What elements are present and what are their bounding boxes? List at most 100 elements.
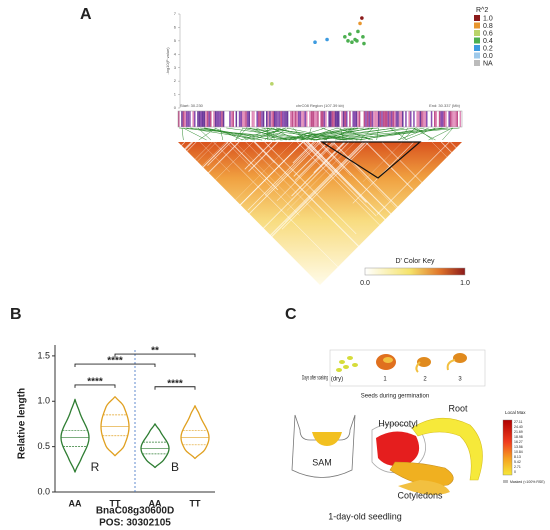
ld-stripe <box>276 141 336 202</box>
track-stripe <box>278 111 281 127</box>
y-tick-label: 0.0 <box>37 486 50 496</box>
ld-stripe <box>237 141 367 272</box>
scale-tick: 10.84 <box>514 450 523 454</box>
legend-swatch <box>474 52 480 59</box>
legend-title: R^2 <box>476 7 488 14</box>
track-stripe <box>410 111 412 127</box>
track-stripe <box>350 111 353 127</box>
track-stripe <box>181 111 183 127</box>
track-frame <box>177 110 463 128</box>
ld-stripe <box>142 141 217 217</box>
ld-stripe <box>226 141 300 216</box>
track-link <box>355 127 448 141</box>
track-stripe <box>314 111 316 127</box>
stage-label: 3 <box>458 377 462 383</box>
track-link <box>186 127 263 141</box>
track-link <box>376 127 379 141</box>
ld-stripe <box>90 141 192 245</box>
group-label: R <box>91 460 100 474</box>
track-stripe <box>211 111 214 127</box>
violin-body <box>180 405 210 460</box>
ld-stripe <box>376 141 450 215</box>
track-stripe <box>291 111 294 127</box>
group-label: B <box>171 460 179 474</box>
track-stripe <box>306 111 308 127</box>
track-stripe <box>459 111 462 127</box>
track-stripe <box>395 111 398 127</box>
track-stripe <box>328 111 330 127</box>
legend-swatch <box>474 45 480 51</box>
significance-label: ** <box>151 346 159 357</box>
track-stripe <box>182 111 185 127</box>
ld-stripe <box>307 141 435 269</box>
track-stripe <box>286 111 289 127</box>
track-link <box>266 127 354 141</box>
track-stripe <box>341 111 343 127</box>
track-stripe <box>342 111 345 127</box>
track-stripe <box>318 111 321 127</box>
track-stripe <box>222 111 225 127</box>
track-stripe <box>304 111 306 127</box>
track-stripe <box>312 111 314 127</box>
track-stripe <box>294 111 297 127</box>
track-stripe <box>429 111 431 127</box>
track-stripe <box>274 111 276 127</box>
track-stripe <box>315 111 318 127</box>
track-stripe <box>270 111 273 127</box>
track-link <box>271 127 298 141</box>
track-stripe <box>334 111 337 127</box>
track-stripe <box>405 111 407 127</box>
track-stripe <box>192 111 194 127</box>
track-stripe <box>275 111 278 127</box>
track-stripe <box>310 111 313 127</box>
ld-texture <box>78 141 550 279</box>
ld-stripe <box>207 141 232 166</box>
track-stripe <box>262 111 265 127</box>
ld-block <box>319 141 422 179</box>
track-stripe <box>301 111 303 127</box>
ld-stripe <box>195 141 321 269</box>
track-stripe <box>302 111 305 127</box>
track-stripe <box>299 111 302 127</box>
ld-stripe <box>332 141 429 239</box>
track-stripe <box>307 111 310 127</box>
ld-stripe <box>253 141 364 253</box>
y-tick-label: 1.0 <box>37 396 50 406</box>
track-stripe <box>427 111 430 127</box>
track-stripe <box>218 111 220 127</box>
track-stripe <box>277 111 279 127</box>
track-stripe <box>267 111 270 127</box>
track-stripe <box>450 111 452 127</box>
ld-stripe <box>136 141 240 245</box>
ld-stripe <box>313 141 345 174</box>
track-stripe <box>317 111 319 127</box>
track-stripe <box>296 111 298 127</box>
track-stripe <box>437 111 439 127</box>
track-stripe <box>394 111 396 127</box>
track-stripe <box>194 111 196 127</box>
track-stripe <box>253 111 255 127</box>
scatter-point <box>325 37 329 42</box>
ld-stripe <box>244 141 273 170</box>
track-stripe <box>363 111 366 127</box>
track-stripe <box>226 111 228 127</box>
stage-label: (dry) <box>331 377 343 383</box>
track-stripe <box>285 111 287 127</box>
track-link <box>339 127 405 141</box>
track-stripe <box>381 111 383 127</box>
scatter-point <box>355 39 359 43</box>
track-stripe <box>402 111 404 127</box>
y-tick-label: 3 <box>174 65 177 70</box>
legend-swatch <box>474 22 480 29</box>
track-stripe <box>370 111 372 127</box>
scatter-point <box>356 29 360 34</box>
track-stripe <box>371 111 374 127</box>
track-stripe <box>398 111 401 127</box>
legend-label: 0.4 <box>483 38 493 45</box>
track-link <box>288 127 358 141</box>
track-stripe <box>344 111 346 127</box>
ld-stripe <box>234 141 293 200</box>
x-tick-label: TT <box>110 498 121 508</box>
track-stripe <box>378 111 380 127</box>
